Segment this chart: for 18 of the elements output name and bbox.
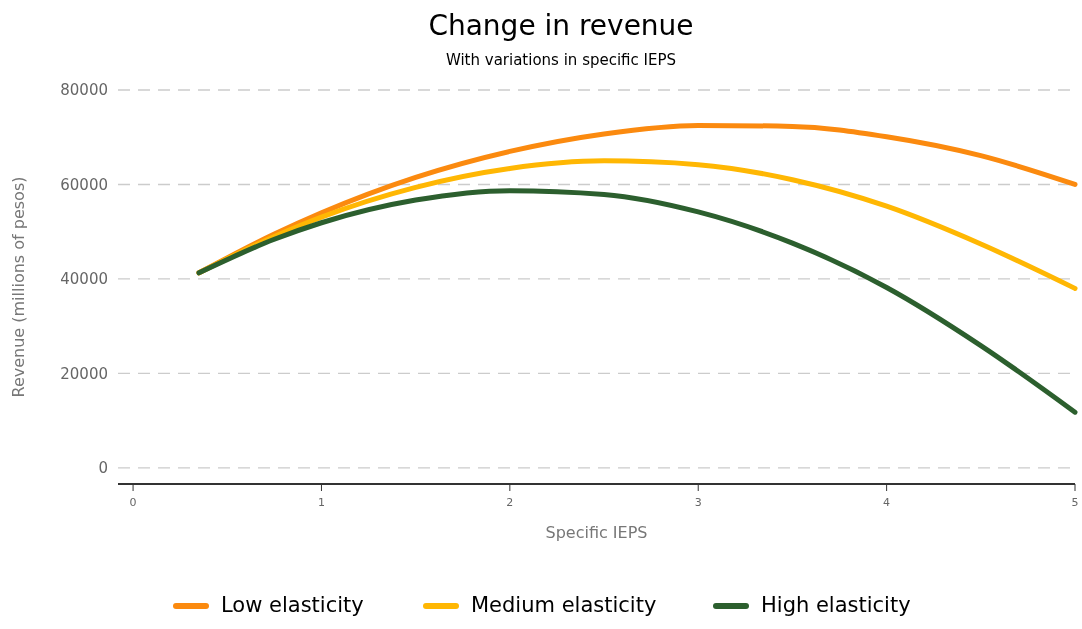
y-tick-label: 0 [98,459,108,478]
legend-label: High elasticity [761,593,911,617]
y-tick-label: 20000 [60,364,108,383]
x-tick-label: 2 [506,496,514,509]
legend-label: Medium elasticity [471,593,657,617]
x-tick-label: 4 [883,496,891,509]
y-tick-label: 40000 [60,270,108,289]
chart-title: Change in revenue [428,9,694,42]
x-tick-label: 5 [1071,496,1079,509]
x-tick-label: 3 [694,496,702,509]
y-axis-title: Revenue (millions of pesos) [9,176,28,398]
x-tick-label: 0 [129,496,137,509]
x-tick-label: 1 [317,496,325,509]
legend-label: Low elasticity [221,593,364,617]
x-axis-title: Specific IEPS [545,523,648,542]
chart-subtitle: With variations in specific IEPS [445,51,677,69]
y-tick-label: 80000 [60,81,108,100]
y-tick-label: 60000 [60,175,108,194]
